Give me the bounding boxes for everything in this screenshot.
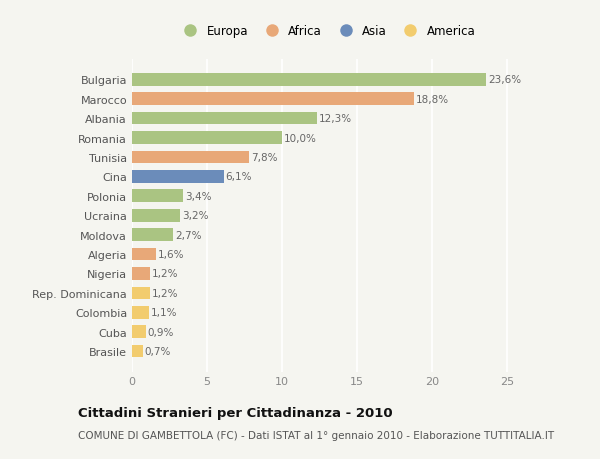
- Legend: Europa, Africa, Asia, America: Europa, Africa, Asia, America: [178, 25, 476, 38]
- Bar: [132, 132, 282, 145]
- Text: 0,9%: 0,9%: [148, 327, 174, 337]
- Text: 1,6%: 1,6%: [158, 250, 185, 259]
- Bar: [132, 112, 317, 125]
- Text: 10,0%: 10,0%: [284, 133, 317, 143]
- Text: 1,1%: 1,1%: [151, 308, 177, 318]
- Text: 1,2%: 1,2%: [152, 269, 179, 279]
- Text: 1,2%: 1,2%: [152, 288, 179, 298]
- Text: 2,7%: 2,7%: [175, 230, 201, 240]
- Bar: [132, 325, 146, 338]
- Bar: [132, 306, 149, 319]
- Bar: [132, 287, 150, 300]
- Bar: [132, 229, 173, 241]
- Text: 3,4%: 3,4%: [185, 191, 212, 202]
- Bar: [132, 74, 486, 86]
- Bar: [132, 190, 183, 203]
- Text: 18,8%: 18,8%: [416, 95, 449, 105]
- Bar: [132, 209, 180, 222]
- Bar: [132, 345, 143, 358]
- Text: Cittadini Stranieri per Cittadinanza - 2010: Cittadini Stranieri per Cittadinanza - 2…: [78, 406, 392, 419]
- Text: 6,1%: 6,1%: [226, 172, 252, 182]
- Text: 7,8%: 7,8%: [251, 153, 278, 162]
- Bar: [132, 93, 414, 106]
- Text: COMUNE DI GAMBETTOLA (FC) - Dati ISTAT al 1° gennaio 2010 - Elaborazione TUTTITA: COMUNE DI GAMBETTOLA (FC) - Dati ISTAT a…: [78, 431, 554, 441]
- Bar: [132, 151, 249, 164]
- Bar: [132, 248, 156, 261]
- Text: 0,7%: 0,7%: [145, 347, 171, 356]
- Bar: [132, 171, 223, 183]
- Bar: [132, 268, 150, 280]
- Text: 3,2%: 3,2%: [182, 211, 209, 221]
- Text: 23,6%: 23,6%: [488, 75, 521, 85]
- Text: 12,3%: 12,3%: [319, 114, 352, 124]
